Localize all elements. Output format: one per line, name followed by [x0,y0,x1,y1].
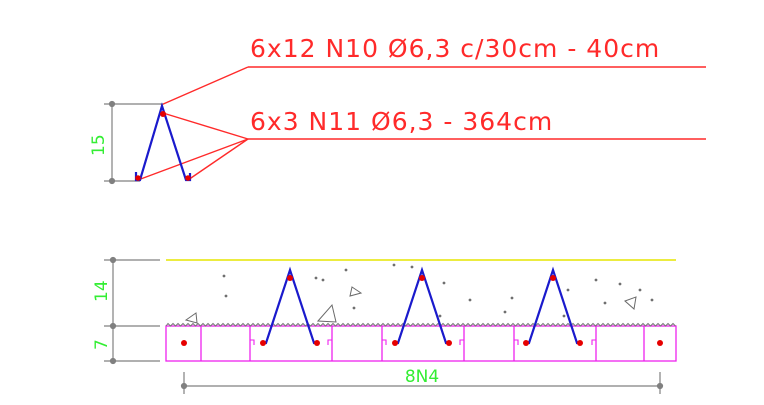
leader-bottom-to-apex [162,112,249,140]
leader-bottom-to-right-foot [187,138,249,181]
dimension-14-7 [104,256,160,365]
annotation-rebar-top: 6x12 N10 Ø6,3 c/30cm - 40cm [250,34,660,63]
dimension-label-15: 15 [89,134,109,156]
dimension-15 [104,100,163,185]
rebar-dot [160,111,166,117]
annotation-rebar-bottom: 6x3 N11 Ø6,3 - 364cm [250,107,553,136]
slab-blocks [165,325,677,362]
dimension-8N4 [180,372,664,394]
leader-bottom-to-left-foot [137,138,249,181]
leader-top-diagonal [160,66,249,106]
dimension-label-14: 14 [92,280,112,302]
rebar-dot [185,175,191,181]
leader-lines [137,66,706,181]
rebar-dots [181,275,663,346]
interface-roughness [165,322,676,327]
rebar-dot [135,175,141,181]
dimension-label-7: 7 [92,339,112,350]
dimension-label-8N4: 8N4 [405,367,439,387]
concrete-hatch [184,263,654,324]
slab-notches [250,339,596,345]
truss-profile-detail [134,102,192,182]
slab-section: 14 7 [92,256,677,394]
truss-detail: 6x12 N10 Ø6,3 c/30cm - 40cm 6x3 N11 Ø6,3… [89,34,706,185]
